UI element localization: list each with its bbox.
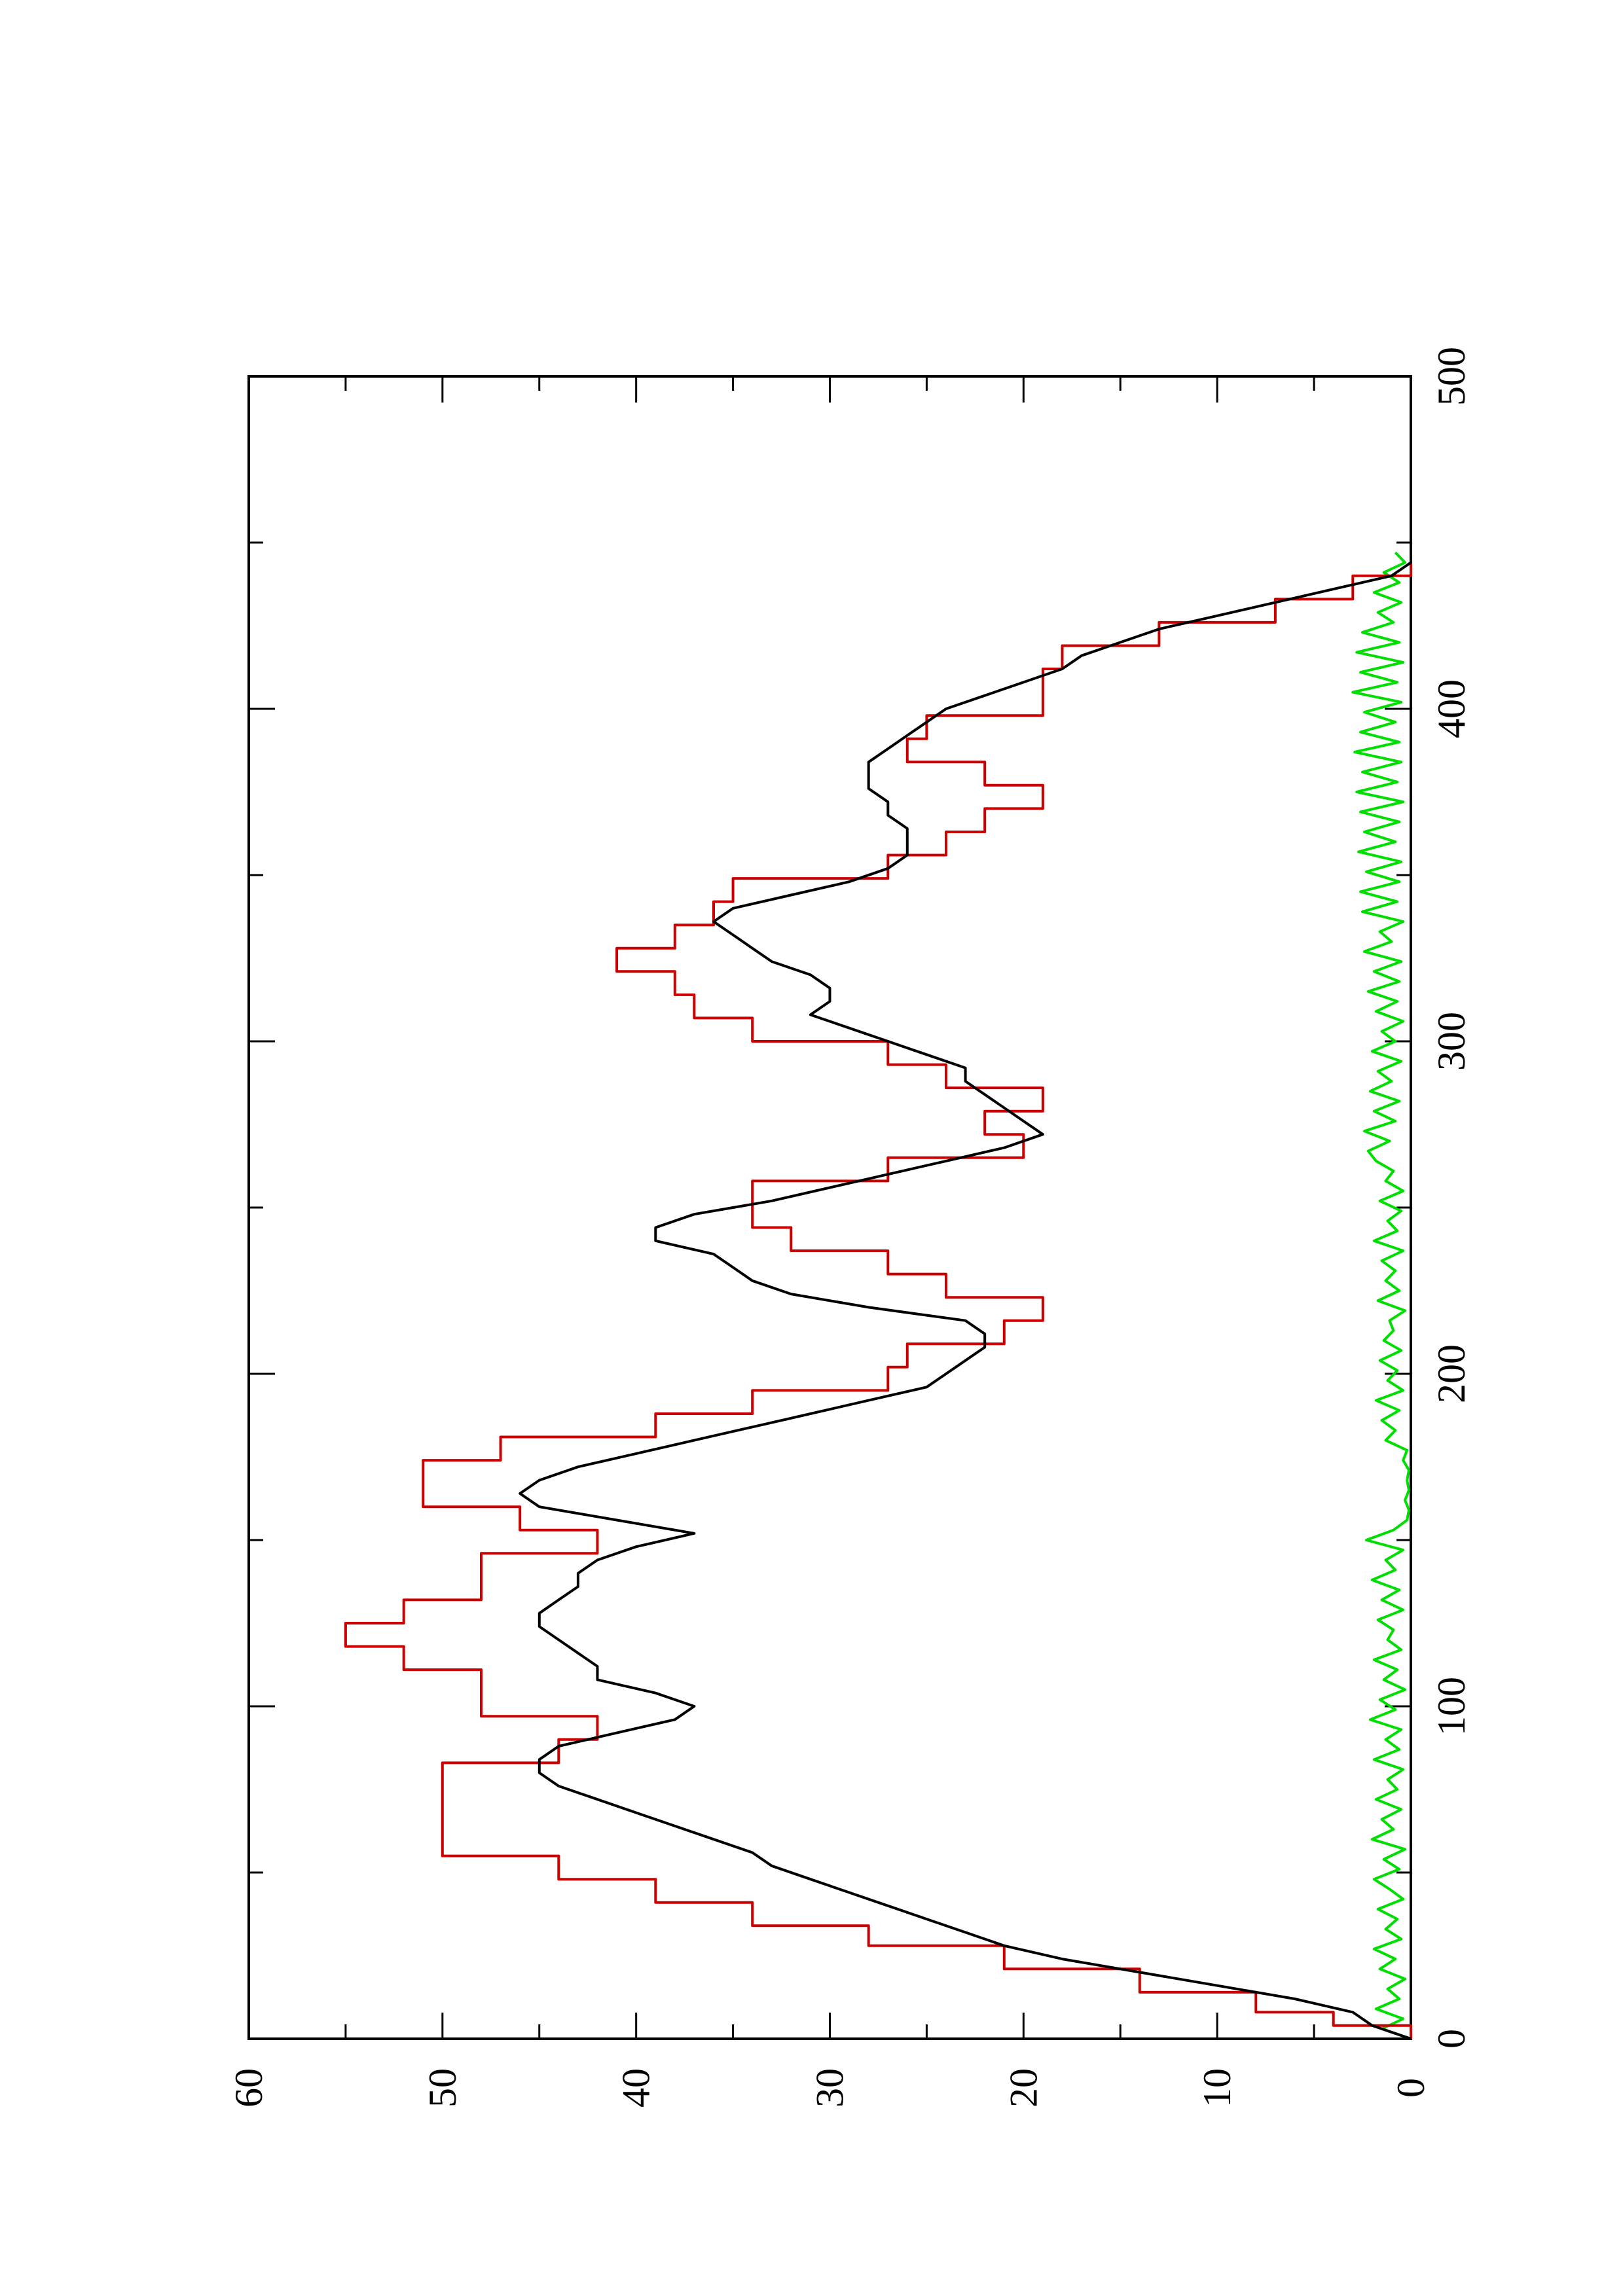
x-tick-label: 0	[1430, 2029, 1473, 2049]
y-tick-label: 60	[227, 2068, 270, 2108]
y-tick-label: 40	[615, 2068, 658, 2108]
chart-rotated-group: 0 100 200 300 400 500 0 10 20 30 40 50 60	[227, 347, 1473, 2108]
x-tick-label: 100	[1430, 1677, 1473, 1736]
x-tick-label: 500	[1430, 347, 1473, 406]
series-line-0	[344, 552, 1412, 2039]
series-line-1	[519, 552, 1412, 2040]
y-tick-label: 0	[1389, 2078, 1432, 2098]
y-tick-label: 20	[1002, 2068, 1045, 2108]
plot-frame	[247, 375, 1412, 2040]
y-tick-label: 30	[809, 2068, 852, 2108]
x-tick-label: 300	[1430, 1012, 1473, 1071]
y-tick-label: 10	[1195, 2068, 1239, 2108]
x-tick-label: 200	[1430, 1344, 1473, 1403]
series-line-2	[1351, 551, 1412, 2040]
y-tick-label: 50	[421, 2068, 464, 2108]
x-tick-label: 400	[1430, 679, 1473, 738]
